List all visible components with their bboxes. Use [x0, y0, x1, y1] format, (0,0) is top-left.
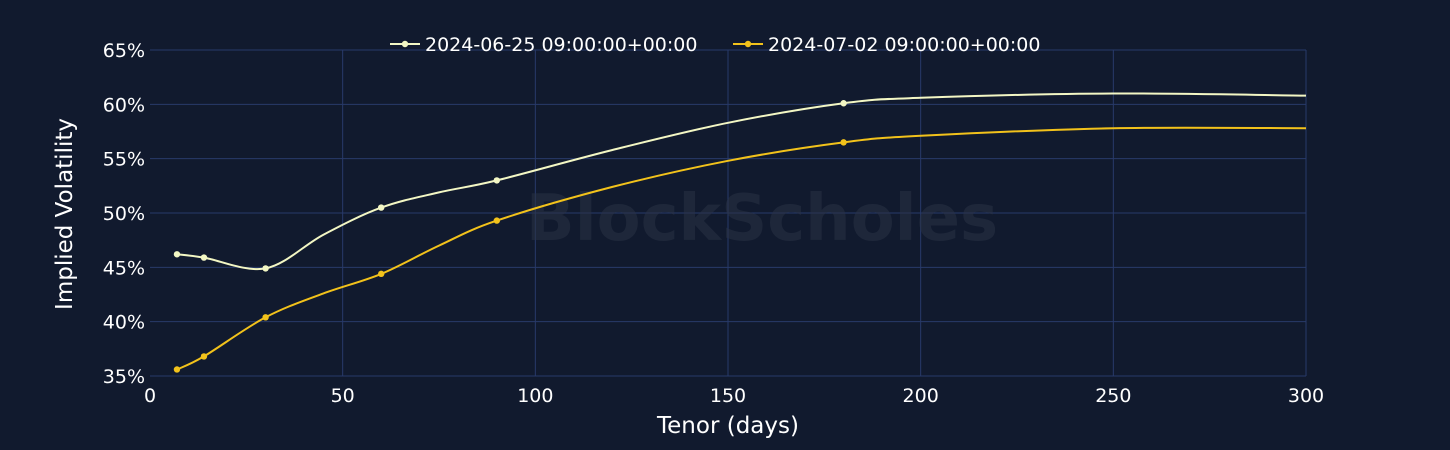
tick-labels: 0 50 100 150 200 250 300 35% 40% 45% 50% 55% 60% 65%: [103, 40, 1324, 407]
y-tick-label: 40%: [103, 312, 145, 334]
data-point[interactable]: [493, 177, 500, 184]
y-tick-label: 55%: [103, 149, 145, 171]
y-tick-label: 35%: [103, 366, 145, 388]
legend-label: 2024-07-02 09:00:00+00:00: [768, 34, 1040, 56]
data-point[interactable]: [262, 314, 269, 321]
watermark-logo: BlockScholes: [526, 182, 998, 256]
y-axis-title: Implied Volatility: [52, 118, 78, 310]
data-point[interactable]: [200, 353, 208, 360]
legend-item-1[interactable]: 2024-06-25 09:00:00+00:00: [390, 34, 697, 56]
data-point[interactable]: [840, 139, 847, 146]
x-tick-label: 250: [1095, 385, 1131, 407]
grid-lines: [150, 49, 1307, 377]
data-point[interactable]: [173, 251, 181, 258]
data-point[interactable]: [378, 204, 385, 211]
x-tick-label: 150: [710, 385, 746, 407]
x-tick-label: 200: [903, 385, 939, 407]
series-line: [176, 92, 1307, 271]
x-tick-label: 50: [331, 385, 355, 407]
data-point[interactable]: [173, 366, 181, 373]
x-tick-label: 300: [1288, 385, 1324, 407]
legend-swatch-marker: [744, 40, 752, 48]
y-tick-label: 60%: [103, 94, 145, 116]
legend-label: 2024-06-25 09:00:00+00:00: [425, 34, 697, 56]
x-tick-label: 100: [517, 385, 553, 407]
x-axis-title: Tenor (days): [656, 413, 799, 439]
data-point[interactable]: [262, 265, 269, 272]
data-point[interactable]: [200, 254, 208, 261]
data-point[interactable]: [493, 217, 500, 224]
series-2: [173, 126, 1307, 373]
legend[interactable]: 2024-06-25 09:00:00+00:00 2024-07-02 09:0…: [390, 34, 1040, 56]
y-tick-label: 45%: [103, 257, 145, 279]
data-point[interactable]: [840, 100, 847, 107]
data-point[interactable]: [378, 270, 385, 278]
series-line: [176, 126, 1307, 371]
y-tick-label: 65%: [103, 40, 145, 62]
series-1: [173, 92, 1307, 272]
legend-item-2[interactable]: 2024-07-02 09:00:00+00:00: [733, 34, 1040, 56]
x-tick-label: 0: [144, 385, 156, 407]
legend-swatch-marker: [401, 40, 409, 48]
series-layer: [173, 92, 1307, 373]
y-tick-label: 50%: [103, 203, 145, 225]
